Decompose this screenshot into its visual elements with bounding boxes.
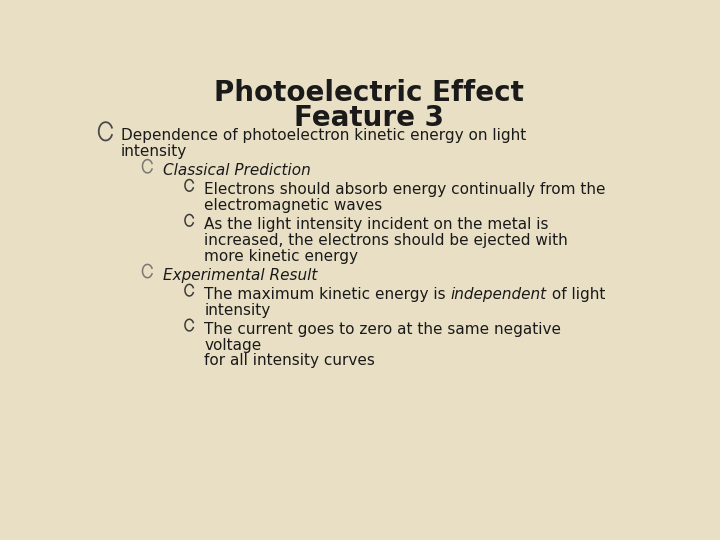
Text: Feature 3: Feature 3 [294,104,444,132]
Text: The maximum kinetic energy is: The maximum kinetic energy is [204,287,451,302]
Text: Dependence of photoelectron kinetic energy on light: Dependence of photoelectron kinetic ener… [121,128,526,143]
Text: The maximum kinetic energy is: The maximum kinetic energy is [204,287,451,302]
Text: Electrons should absorb energy continually from the: Electrons should absorb energy continual… [204,182,606,197]
Text: Experimental Result: Experimental Result [163,268,317,283]
Text: of light: of light [547,287,606,302]
Text: intensity: intensity [121,144,187,159]
Text: independent: independent [451,287,547,302]
Text: Photoelectric Effect: Photoelectric Effect [214,79,524,107]
Text: As the light intensity incident on the metal is: As the light intensity incident on the m… [204,217,549,232]
Text: increased, the electrons should be ejected with: increased, the electrons should be eject… [204,233,568,248]
Text: Classical Prediction: Classical Prediction [163,163,310,178]
Text: The current goes to zero at the same negative: The current goes to zero at the same neg… [204,322,562,337]
Text: for all intensity curves: for all intensity curves [204,353,375,368]
Text: electromagnetic waves: electromagnetic waves [204,198,382,213]
Text: intensity: intensity [204,302,271,318]
Text: more kinetic energy: more kinetic energy [204,248,359,264]
Text: voltage: voltage [204,338,261,353]
